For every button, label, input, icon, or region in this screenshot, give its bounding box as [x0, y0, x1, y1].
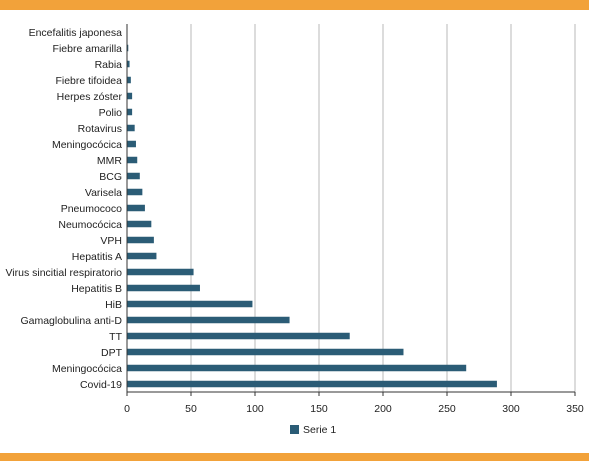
bar — [127, 348, 404, 356]
category-labels: Encefalitis japonesa Fiebre amarilla Rabia… — [5, 27, 122, 391]
category-label: Polio — [99, 107, 123, 119]
bar — [127, 268, 194, 276]
bar — [127, 172, 140, 180]
bar — [127, 220, 152, 228]
x-tick-label: 350 — [566, 403, 584, 415]
category-label: Rotavirus — [78, 123, 122, 135]
bar — [127, 236, 154, 244]
category-label: Encefalitis japonesa — [29, 27, 123, 39]
bar — [127, 284, 200, 292]
bar — [127, 76, 131, 84]
category-label: Hepatitis A — [72, 251, 122, 263]
bars — [127, 44, 497, 388]
axes — [126, 24, 575, 393]
category-label: Varisela — [85, 187, 122, 199]
x-tick-labels: 0 50 100 150 200 250 300 350 — [124, 403, 584, 415]
category-label: HiB — [105, 299, 122, 311]
category-label: Pneumococo — [61, 203, 122, 215]
category-label: Rabia — [95, 59, 123, 71]
bar — [127, 188, 143, 196]
category-label: Covid-19 — [80, 379, 122, 391]
category-label: Neumocócica — [58, 219, 122, 231]
bar — [127, 364, 467, 372]
bar — [127, 124, 135, 132]
category-label: Hepatitis B — [71, 283, 122, 295]
category-label: MMR — [97, 155, 122, 167]
bar — [127, 332, 350, 340]
category-label: DPT — [101, 347, 123, 359]
category-label: Virus sincitial respiratorio — [5, 267, 122, 279]
x-tick-label: 50 — [185, 403, 197, 415]
bar — [127, 140, 136, 148]
category-label: BCG — [99, 171, 122, 183]
grid-lines — [126, 24, 576, 396]
bottom-accent-bar — [0, 453, 589, 461]
bar — [127, 300, 253, 308]
category-label: Meningocócica — [52, 139, 122, 151]
x-tick-label: 200 — [374, 403, 392, 415]
bar — [127, 60, 130, 68]
legend-label: Serie 1 — [303, 424, 336, 436]
legend: Serie 1 — [290, 424, 336, 436]
legend-swatch — [290, 425, 299, 434]
category-label: Gamaglobulina anti-D — [20, 315, 122, 327]
bar — [127, 92, 133, 100]
category-label: Fiebre amarilla — [53, 43, 123, 55]
top-accent-bar — [0, 0, 589, 10]
category-label: TT — [109, 331, 122, 343]
x-tick-label: 150 — [310, 403, 328, 415]
x-tick-label: 0 — [124, 403, 130, 415]
category-label: Herpes zóster — [57, 91, 123, 103]
category-label: Meningocócica — [52, 363, 122, 375]
x-tick-label: 300 — [502, 403, 520, 415]
bar — [127, 108, 133, 116]
bar — [127, 316, 290, 324]
bar — [127, 156, 138, 164]
bar — [127, 380, 497, 388]
x-tick-label: 100 — [246, 403, 264, 415]
category-label: VPH — [100, 235, 122, 247]
bar — [127, 252, 157, 260]
category-label: Fiebre tifoidea — [55, 75, 122, 87]
bar — [127, 44, 129, 52]
bar — [127, 204, 145, 212]
x-tick-label: 250 — [438, 403, 456, 415]
